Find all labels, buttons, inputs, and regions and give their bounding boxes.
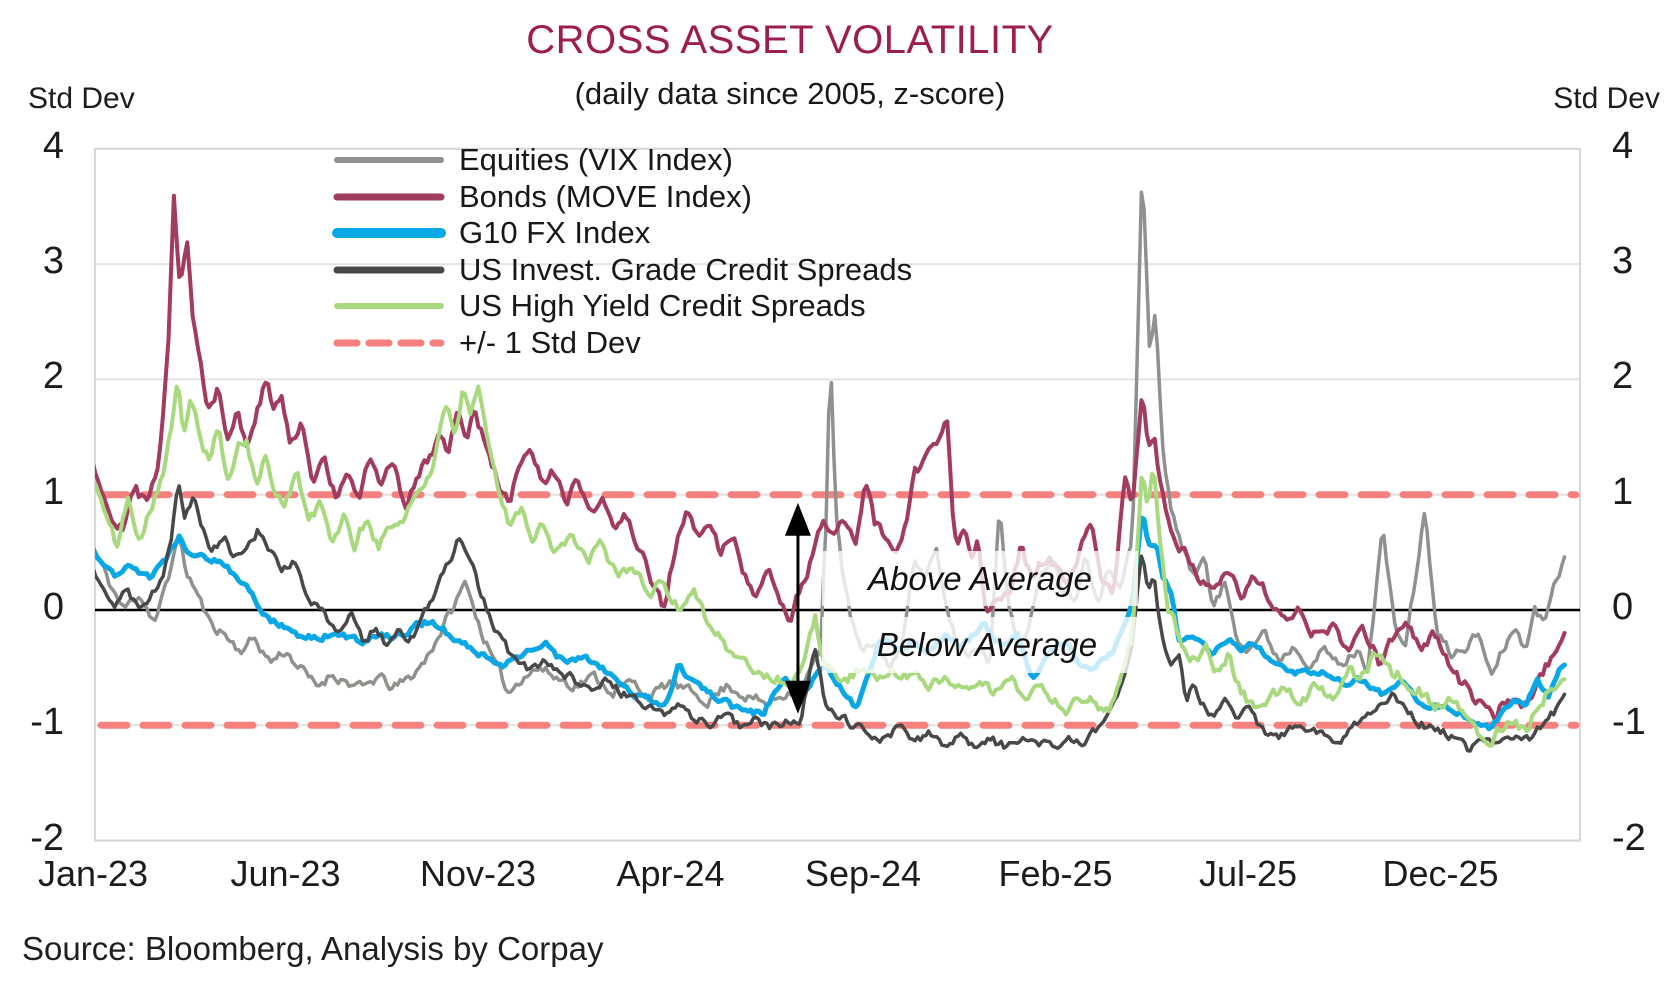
ig-line-swatch-icon <box>333 266 445 273</box>
y-axis-label-right: Std Dev <box>1553 82 1660 115</box>
equities-line-swatch-icon <box>334 157 444 163</box>
x-tick: Dec-25 <box>1382 853 1499 894</box>
legend-label: +/- 1 Std Dev <box>459 324 641 360</box>
x-tick: Apr-24 <box>616 853 725 894</box>
x-tick: Jul-25 <box>1198 853 1298 894</box>
legend-item-std-band: +/- 1 Std Dev <box>330 325 641 361</box>
y-tick-right: 0 <box>1612 586 1634 628</box>
chart-subtitle: (daily data since 2005, z-score) <box>574 76 1006 111</box>
x-tick: Jun-23 <box>230 853 341 894</box>
x-tick: Nov-23 <box>419 853 537 894</box>
page-title: CROSS ASSET VOLATILITY <box>526 18 1054 62</box>
x-tick: Sep-24 <box>804 853 922 894</box>
legend-item-ig-credit: US Invest. Grade Credit Spreads <box>330 252 912 288</box>
bonds-line-swatch-icon <box>333 193 445 200</box>
y-tick-left: -1 <box>30 701 64 744</box>
arrow-up-icon <box>784 502 811 536</box>
legend-label: US High Yield Credit Spreads <box>459 288 866 323</box>
arrow-down-icon <box>784 680 811 714</box>
y-tick-left: 2 <box>42 355 64 398</box>
legend-item-hy-credit: US High Yield Credit Spreads <box>330 288 866 324</box>
x-tick: Jan-23 <box>37 853 149 894</box>
annotation-below-average: Below Average <box>822 617 1152 673</box>
legend-item-bonds: Bonds (MOVE Index) <box>330 179 752 215</box>
y-tick-left: 4 <box>42 124 64 167</box>
fx-line-swatch-icon <box>332 228 446 238</box>
hy-line-swatch-icon <box>334 303 444 309</box>
y-tick-left: 1 <box>42 470 64 513</box>
y-tick-left: 0 <box>42 586 64 628</box>
y-tick-right: -2 <box>1612 816 1646 859</box>
y-tick-left: 3 <box>42 240 64 283</box>
legend-item-equities: Equities (VIX Index) <box>330 142 733 178</box>
x-tick: Feb-25 <box>998 853 1113 894</box>
source-note: Source: Bloomberg, Analysis by Corpay <box>22 930 604 967</box>
legend-item-g10-fx: G10 FX Index <box>330 215 650 251</box>
y-tick-right: 1 <box>1612 470 1634 513</box>
legend-label: Equities (VIX Index) <box>459 142 733 177</box>
y-axis-label-left: Std Dev <box>28 82 135 115</box>
y-tick-right: 2 <box>1612 355 1634 398</box>
y-tick-left: -2 <box>30 816 64 859</box>
annotation-above-average: Above Average <box>822 551 1138 606</box>
y-tick-right: -1 <box>1612 701 1646 744</box>
y-tick-right: 4 <box>1612 124 1634 167</box>
legend-label: G10 FX Index <box>459 215 651 250</box>
y-tick-right: 3 <box>1612 240 1634 283</box>
std-dev-dashed-swatch-icon <box>333 339 445 346</box>
legend-label: US Invest. Grade Credit Spreads <box>459 251 913 287</box>
legend-label: Bonds (MOVE Index) <box>459 178 752 214</box>
